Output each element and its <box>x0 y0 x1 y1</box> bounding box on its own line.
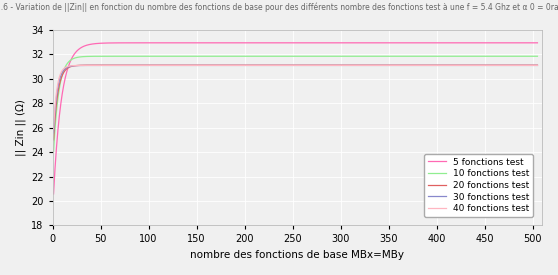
5 fonctions test <box>235 41 242 45</box>
5 fonctions test <box>473 41 479 45</box>
Line: 30 fonctions test: 30 fonctions test <box>54 65 537 133</box>
40 fonctions test <box>50 127 57 131</box>
40 fonctions test <box>473 64 479 67</box>
40 fonctions test <box>172 64 179 67</box>
10 fonctions test <box>257 55 263 58</box>
5 fonctions test <box>50 192 57 196</box>
Line: 40 fonctions test: 40 fonctions test <box>54 65 537 129</box>
10 fonctions test <box>242 55 249 58</box>
30 fonctions test <box>187 64 194 67</box>
40 fonctions test <box>525 64 531 67</box>
20 fonctions test <box>257 64 263 67</box>
30 fonctions test <box>50 131 57 134</box>
40 fonctions test <box>257 64 263 67</box>
30 fonctions test <box>236 64 243 67</box>
10 fonctions test <box>134 55 141 58</box>
40 fonctions test <box>236 64 243 67</box>
Legend: 5 fonctions test, 10 fonctions test, 20 fonctions test, 30 fonctions test, 40 fo: 5 fonctions test, 10 fonctions test, 20 … <box>424 154 533 217</box>
5 fonctions test <box>525 41 531 45</box>
30 fonctions test <box>525 64 531 67</box>
20 fonctions test <box>236 64 243 67</box>
30 fonctions test <box>134 64 141 67</box>
20 fonctions test <box>473 64 479 67</box>
20 fonctions test <box>525 64 531 67</box>
30 fonctions test <box>105 64 112 67</box>
10 fonctions test <box>105 55 112 58</box>
10 fonctions test <box>50 150 57 153</box>
10 fonctions test <box>534 55 541 58</box>
20 fonctions test <box>105 64 112 67</box>
5 fonctions test <box>257 41 263 45</box>
5 fonctions test <box>105 41 112 45</box>
Y-axis label: || Zin || (Ω): || Zin || (Ω) <box>15 99 26 156</box>
20 fonctions test <box>50 138 57 142</box>
5 fonctions test <box>534 41 541 45</box>
Line: 10 fonctions test: 10 fonctions test <box>54 56 537 152</box>
Text: Figure III.6 - Variation de ||Zin|| en fonction du nombre des fonctions de base : Figure III.6 - Variation de ||Zin|| en f… <box>0 3 558 12</box>
5 fonctions test <box>336 41 343 45</box>
20 fonctions test <box>534 64 541 67</box>
20 fonctions test <box>134 64 141 67</box>
X-axis label: nombre des fonctions de base MBx=MBy: nombre des fonctions de base MBx=MBy <box>190 250 405 260</box>
40 fonctions test <box>534 64 541 67</box>
10 fonctions test <box>525 55 531 58</box>
10 fonctions test <box>235 55 242 58</box>
30 fonctions test <box>257 64 263 67</box>
Line: 5 fonctions test: 5 fonctions test <box>54 43 537 194</box>
40 fonctions test <box>134 64 141 67</box>
20 fonctions test <box>206 64 213 67</box>
40 fonctions test <box>105 64 112 67</box>
30 fonctions test <box>473 64 479 67</box>
5 fonctions test <box>134 41 141 45</box>
Line: 20 fonctions test: 20 fonctions test <box>54 65 537 140</box>
10 fonctions test <box>473 55 479 58</box>
30 fonctions test <box>534 64 541 67</box>
